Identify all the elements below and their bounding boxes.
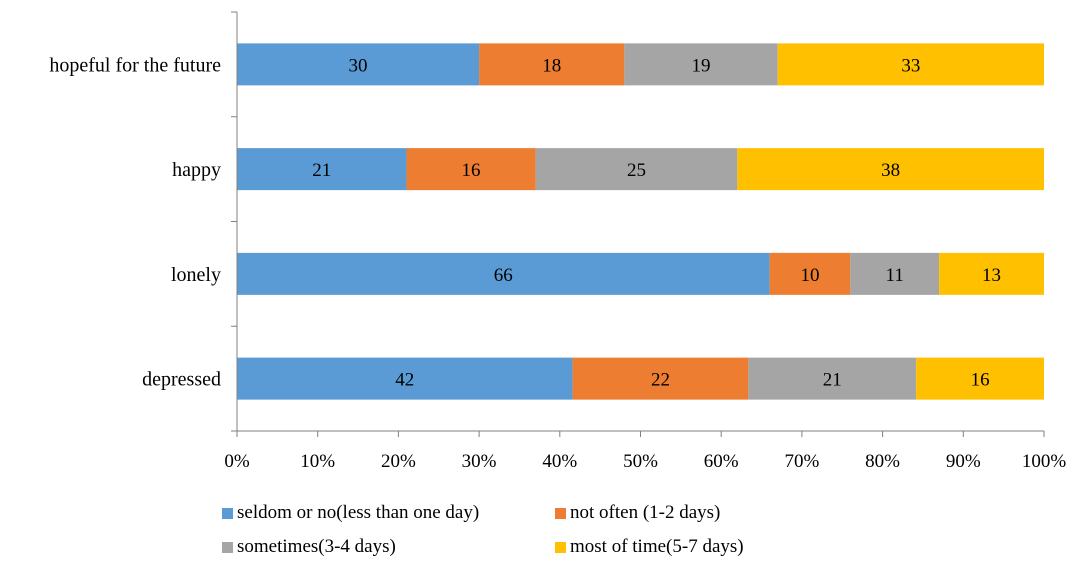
bar-segment bbox=[624, 43, 778, 86]
x-tick-label: 20% bbox=[381, 451, 416, 472]
legend-item-not-often: not often (1-2 days) bbox=[555, 502, 720, 524]
legend-swatch bbox=[555, 541, 566, 553]
bar-segment bbox=[479, 43, 625, 86]
data-label: 19 bbox=[692, 55, 711, 76]
data-label: 21 bbox=[823, 370, 842, 391]
data-label: 16 bbox=[971, 370, 990, 391]
data-label: 42 bbox=[395, 370, 414, 391]
legend-label: seldom or no(less than one day) bbox=[237, 502, 480, 523]
x-tick-label: 30% bbox=[462, 451, 497, 472]
legend-swatch bbox=[222, 507, 233, 519]
data-label: 16 bbox=[462, 160, 481, 181]
x-tick-label: 10% bbox=[300, 451, 335, 472]
category-label: hopeful for the future bbox=[49, 54, 221, 76]
data-label: 18 bbox=[542, 55, 561, 76]
bar-segment bbox=[769, 252, 851, 295]
category-label: lonely bbox=[171, 264, 221, 286]
x-tick-label: 40% bbox=[542, 451, 577, 472]
legend-label: most of time(5-7 days) bbox=[570, 536, 744, 557]
bar-segment bbox=[237, 43, 480, 86]
category-label: depressed bbox=[142, 369, 221, 391]
bar-segment bbox=[748, 357, 917, 400]
data-label: 38 bbox=[881, 160, 900, 181]
labels-layer: 42 22 21 16 depressed 66 10 11 13 lonely 21 16 25 38 h… bbox=[49, 54, 1066, 472]
bar-segment bbox=[237, 148, 407, 191]
bar-segment bbox=[237, 252, 770, 295]
legend-label: sometimes(3-4 days) bbox=[237, 536, 396, 557]
bar-segment bbox=[237, 357, 573, 400]
data-label: 25 bbox=[627, 160, 646, 181]
data-label: 33 bbox=[901, 55, 920, 76]
data-label: 11 bbox=[886, 265, 904, 286]
bar-segment bbox=[850, 252, 940, 295]
bar-segment bbox=[572, 357, 749, 400]
x-tick-label: 70% bbox=[784, 451, 819, 472]
x-tick-label: 90% bbox=[946, 451, 981, 472]
legend-item-seldom: seldom or no(less than one day) bbox=[222, 502, 479, 524]
data-label: 13 bbox=[982, 265, 1001, 286]
bar-segment bbox=[939, 252, 1044, 295]
bars-layer bbox=[237, 43, 1044, 400]
data-label: 21 bbox=[312, 160, 331, 181]
data-label: 30 bbox=[349, 55, 368, 76]
x-tick-label: 0% bbox=[224, 451, 250, 472]
axes-layer bbox=[231, 11, 1045, 437]
bar-segment bbox=[406, 148, 536, 191]
data-label: 10 bbox=[800, 265, 819, 286]
bar-segment bbox=[916, 357, 1044, 400]
x-tick-label: 50% bbox=[623, 451, 658, 472]
x-tick-label: 80% bbox=[865, 451, 900, 472]
x-tick-label: 100% bbox=[1022, 451, 1067, 472]
x-tick-label: 60% bbox=[704, 451, 739, 472]
legend-item-most-of-time: most of time(5-7 days) bbox=[555, 536, 744, 558]
bar-segment bbox=[777, 43, 1044, 86]
category-label: happy bbox=[172, 159, 221, 181]
legend: seldom or no(less than one day) not ofte… bbox=[222, 502, 822, 562]
legend-swatch bbox=[555, 507, 566, 519]
data-label: 66 bbox=[494, 265, 513, 286]
bar-segment bbox=[737, 148, 1044, 191]
legend-swatch bbox=[222, 541, 233, 553]
legend-item-sometimes: sometimes(3-4 days) bbox=[222, 536, 396, 558]
bar-segment bbox=[535, 148, 738, 191]
legend-label: not often (1-2 days) bbox=[570, 502, 721, 523]
data-label: 22 bbox=[651, 370, 670, 391]
